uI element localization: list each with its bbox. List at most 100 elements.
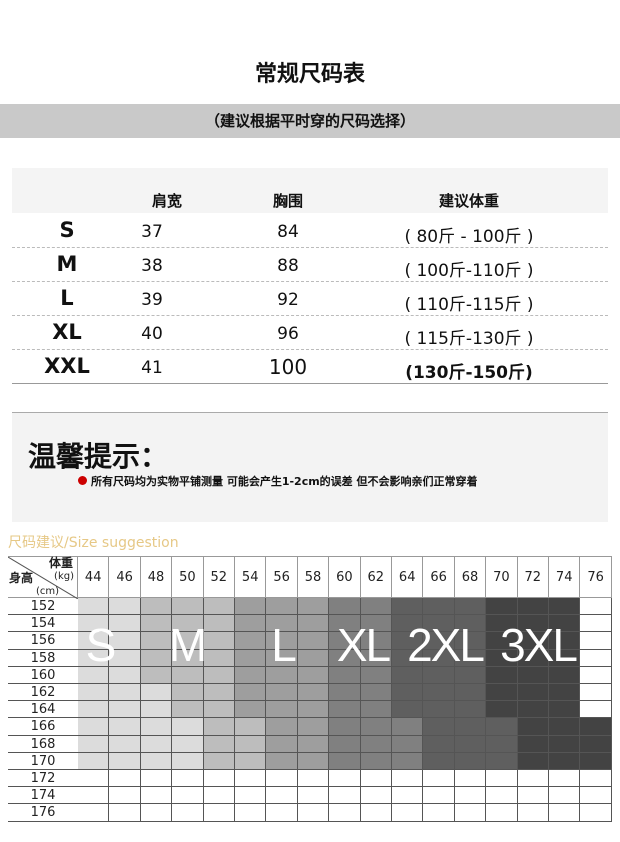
grid-cell xyxy=(392,735,424,753)
grid-cell xyxy=(329,598,361,616)
grid-cell xyxy=(172,598,204,616)
grid-cell xyxy=(235,649,267,667)
table-row: M 38 88 ( 100斤-110斤 ) xyxy=(12,248,608,282)
grid-cell xyxy=(203,787,235,805)
grid-cell xyxy=(266,804,298,822)
grid-cell xyxy=(454,752,487,770)
grid-cell xyxy=(172,632,204,650)
grid-cell xyxy=(203,615,235,633)
grid-cell xyxy=(549,770,581,788)
grid-cell xyxy=(549,752,581,770)
grid-cell xyxy=(423,701,455,719)
grid-cell xyxy=(78,649,110,667)
grid-cell xyxy=(329,632,361,650)
grid-cell xyxy=(580,684,612,702)
grid-cell xyxy=(329,804,361,822)
grid-cell xyxy=(423,770,455,788)
grid-cell xyxy=(266,701,298,719)
grid-cell xyxy=(109,598,141,616)
grid-cell xyxy=(517,718,549,736)
chest-cell: 100 xyxy=(268,355,308,379)
grid-cell xyxy=(172,804,204,822)
grid-cell xyxy=(140,718,173,736)
tip-box: 温馨提示： 所有尺码均为实物平铺测量 可能会产生1-2cm的误差 但不会影响亲们… xyxy=(12,412,608,522)
grid-cell xyxy=(423,684,455,702)
grid-cell xyxy=(454,804,487,822)
grid-cell xyxy=(392,718,424,736)
grid-cell xyxy=(109,752,141,770)
grid-cell xyxy=(549,632,581,650)
grid-cell xyxy=(549,666,581,684)
header-chest: 胸围 xyxy=(272,192,304,210)
size-zone-label: 2XL xyxy=(407,619,485,672)
grid-cell xyxy=(360,804,392,822)
grid-cell xyxy=(235,632,267,650)
grid-cell xyxy=(454,632,487,650)
grid-cell xyxy=(266,770,298,788)
grid-cell xyxy=(360,649,392,667)
weight-header: 70 xyxy=(486,556,518,598)
size-zone-label: S xyxy=(85,619,117,672)
weight-cell: (130斤-150斤) xyxy=(405,363,533,383)
grid-cell xyxy=(360,735,392,753)
grid-cell xyxy=(517,649,549,667)
table-row: XXL 41 100 (130斤-150斤) xyxy=(12,350,608,384)
grid-cell xyxy=(78,787,110,805)
size-cell: L xyxy=(60,286,74,310)
grid-cell xyxy=(297,649,330,667)
grid-cell xyxy=(329,649,361,667)
grid-cell xyxy=(140,632,173,650)
grid-cell xyxy=(486,752,518,770)
grid-cell xyxy=(580,787,612,805)
grid-cell xyxy=(423,649,455,667)
size-zone-label: 3XL xyxy=(500,619,578,672)
grid-cell xyxy=(360,632,392,650)
grid-cell xyxy=(266,615,298,633)
grid-cell xyxy=(266,666,298,684)
grid-cell xyxy=(392,752,424,770)
grid-cell xyxy=(266,684,298,702)
grid-cell xyxy=(172,787,204,805)
grid-cell xyxy=(266,632,298,650)
weight-header: 52 xyxy=(203,556,235,598)
grid-cell xyxy=(360,598,392,616)
page-title: 常规尺码表 xyxy=(254,62,365,87)
grid-cell xyxy=(140,770,173,788)
grid-cell xyxy=(549,615,581,633)
grid-cell xyxy=(423,752,455,770)
grid-cell xyxy=(392,615,424,633)
grid-cell xyxy=(517,701,549,719)
grid-cell xyxy=(140,649,173,667)
height-label: 164 xyxy=(8,701,78,719)
grid-cell xyxy=(454,684,487,702)
weight-header: 56 xyxy=(266,556,298,598)
grid-cell xyxy=(235,684,267,702)
height-label: 172 xyxy=(8,770,78,788)
grid-cell xyxy=(580,632,612,650)
grid-cell xyxy=(297,598,330,616)
grid-cell xyxy=(172,770,204,788)
grid-cell xyxy=(392,770,424,788)
diagonal-line xyxy=(8,557,78,599)
grid-cell xyxy=(109,666,141,684)
grid-cell xyxy=(360,615,392,633)
grid-cell xyxy=(549,684,581,702)
grid-cell xyxy=(329,770,361,788)
grid-cell xyxy=(454,787,487,805)
grid-cell xyxy=(392,649,424,667)
weight-cell: ( 115斤-130斤 ) xyxy=(404,329,534,349)
height-label: 160 xyxy=(8,667,78,684)
height-label: 156 xyxy=(8,632,78,650)
grid-cell xyxy=(297,666,330,684)
grid-cell xyxy=(78,632,110,650)
subtitle-band: （建议根据平时穿的尺码选择） xyxy=(0,104,620,138)
grid-cell xyxy=(297,752,330,770)
weight-cell: ( 110斤-115斤 ) xyxy=(404,295,534,315)
size-cell: XL xyxy=(52,320,82,344)
grid-cell xyxy=(297,615,330,633)
weight-header: 46 xyxy=(109,556,141,598)
grid-cell xyxy=(109,804,141,822)
chest-cell: 96 xyxy=(277,324,299,344)
grid-cell xyxy=(203,649,235,667)
grid-cell xyxy=(203,804,235,822)
